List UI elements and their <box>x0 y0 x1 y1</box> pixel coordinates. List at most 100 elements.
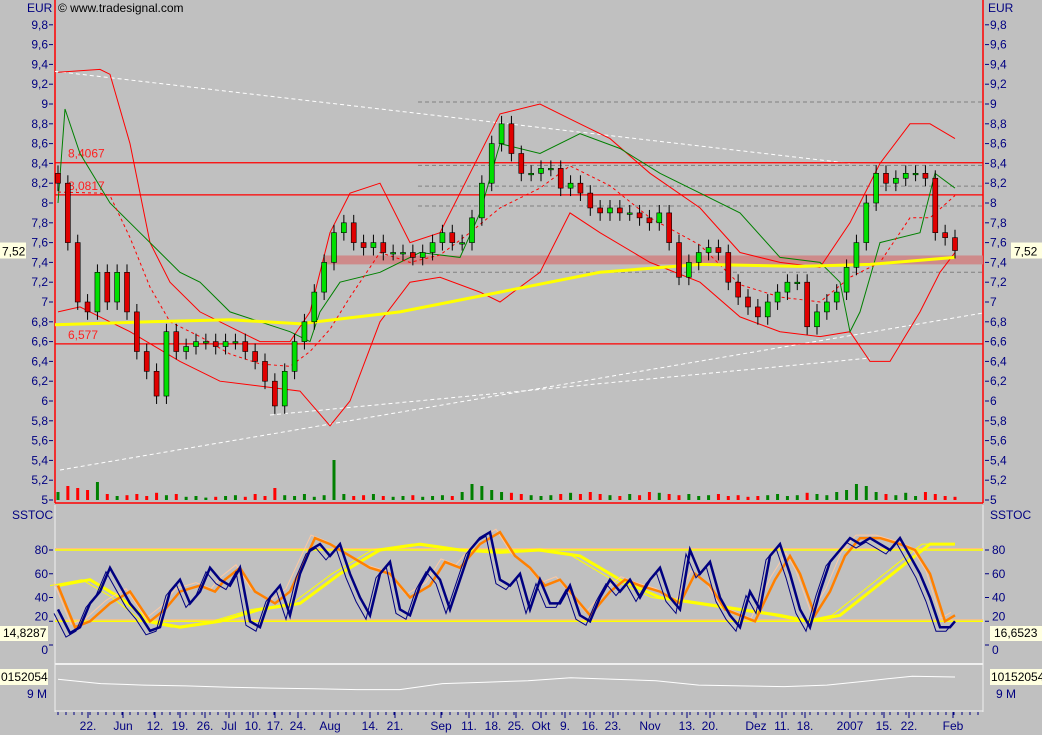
volume-bar <box>677 495 681 500</box>
candle <box>321 262 327 293</box>
x-tick-label: 25. <box>508 719 525 733</box>
x-tick-label: 11. <box>461 719 477 733</box>
candle <box>617 207 623 214</box>
candle <box>469 217 475 243</box>
y-tick-label-left: 5,4 <box>31 453 48 467</box>
volume-bar <box>145 496 149 500</box>
volume-bar <box>618 496 622 500</box>
y-tick-label-left: 5,2 <box>31 473 48 487</box>
volume-bar <box>923 492 927 500</box>
volume-bar <box>342 494 346 500</box>
y-tick-label-right: 9,2 <box>990 77 1007 91</box>
y-tick-label-right: 9,4 <box>990 57 1007 71</box>
candle <box>193 341 199 347</box>
y-tick-label-right: 7,6 <box>990 236 1007 250</box>
candle <box>577 182 584 194</box>
currency-label-left: EUR <box>27 1 53 15</box>
y-tick-label-right: 6 <box>990 394 997 408</box>
candle <box>419 252 426 258</box>
candle <box>360 242 367 248</box>
candle <box>488 143 495 184</box>
volume-bar <box>598 494 602 500</box>
volume-bar <box>736 495 740 500</box>
candle <box>538 168 544 174</box>
candle <box>479 182 485 219</box>
candle <box>153 370 160 397</box>
candle <box>922 173 929 179</box>
candle <box>873 173 879 204</box>
volume-value-badge-left <box>0 669 48 685</box>
candle <box>755 306 761 318</box>
x-tick-label: 24. <box>290 719 307 733</box>
y-tick-label-right: 7 <box>990 295 997 309</box>
volume-bar <box>943 496 947 500</box>
volume-bar <box>490 490 494 500</box>
stoch-y-tick-left: 0 <box>41 643 48 657</box>
stoch-title-right: SSTOC <box>990 508 1031 522</box>
candle <box>912 173 919 176</box>
stoch-orange-line <box>56 530 956 629</box>
x-tick-label: Okt <box>532 719 551 733</box>
volume-bar <box>884 494 888 500</box>
support-zone <box>325 255 983 265</box>
volume-bar <box>401 496 405 500</box>
candle <box>932 177 939 234</box>
stoch-orange-thin <box>53 528 952 625</box>
volume-bar <box>933 494 937 500</box>
volume-bar <box>549 495 553 500</box>
y-tick-label-left: 6,6 <box>31 335 48 349</box>
candle <box>311 291 318 323</box>
y-tick-label-left: 9,8 <box>31 18 48 32</box>
volume-bar <box>608 495 612 500</box>
volume-bar <box>815 494 819 500</box>
candle <box>695 252 702 263</box>
volume-bar <box>638 495 642 500</box>
x-tick-label: 21. <box>387 719 404 733</box>
candle <box>291 341 298 372</box>
last-price-left: 7,52 <box>2 245 26 259</box>
candle <box>410 252 416 258</box>
volume-bar <box>460 492 464 500</box>
volume-bar <box>421 496 425 500</box>
y-tick-label-right: 8,2 <box>990 176 1007 190</box>
candle <box>55 173 61 184</box>
stoch-yellow-line <box>57 542 955 629</box>
candle <box>607 207 613 214</box>
volume-bar <box>312 496 316 500</box>
y-tick-label-left: 6,4 <box>31 354 48 368</box>
volume-bar <box>726 496 730 500</box>
y-tick-label-left: 5 <box>41 493 48 507</box>
x-tick-label: Nov <box>639 719 660 733</box>
volume-bar <box>500 492 504 500</box>
y-tick-label-right: 5,8 <box>990 414 1007 428</box>
volume-bar <box>687 494 691 500</box>
candle <box>114 271 120 303</box>
y-tick-label-right: 9,6 <box>990 38 1007 52</box>
volume-bar <box>953 496 957 500</box>
volume-bar <box>864 486 868 500</box>
candle <box>883 173 889 184</box>
copyright-text: © www.tradesignal.com <box>58 1 184 15</box>
candle <box>183 346 189 352</box>
candle <box>597 207 603 214</box>
stoch-y-tick-right: 60 <box>992 567 1006 581</box>
candle <box>548 168 554 171</box>
candle <box>656 212 663 224</box>
stoch-y-tick-right: 20 <box>992 609 1006 623</box>
stoch-y-tick-left: 80 <box>35 543 49 557</box>
candle <box>735 281 741 298</box>
candle <box>508 123 515 154</box>
volume-bar <box>243 496 247 500</box>
y-tick-label-right: 7,2 <box>990 275 1007 289</box>
currency-label-right: EUR <box>988 1 1014 15</box>
stoch-title-left: SSTOC <box>12 508 53 522</box>
x-tick-label: 26. <box>197 719 214 733</box>
y-tick-label-left: 8,8 <box>31 117 48 131</box>
y-tick-label-left: 8 <box>41 196 48 210</box>
level-label: 6,577 <box>68 328 98 342</box>
candle <box>252 351 258 362</box>
stoch-value-badge-right <box>990 626 1042 641</box>
candle <box>449 232 456 243</box>
volume-bar <box>440 495 444 500</box>
